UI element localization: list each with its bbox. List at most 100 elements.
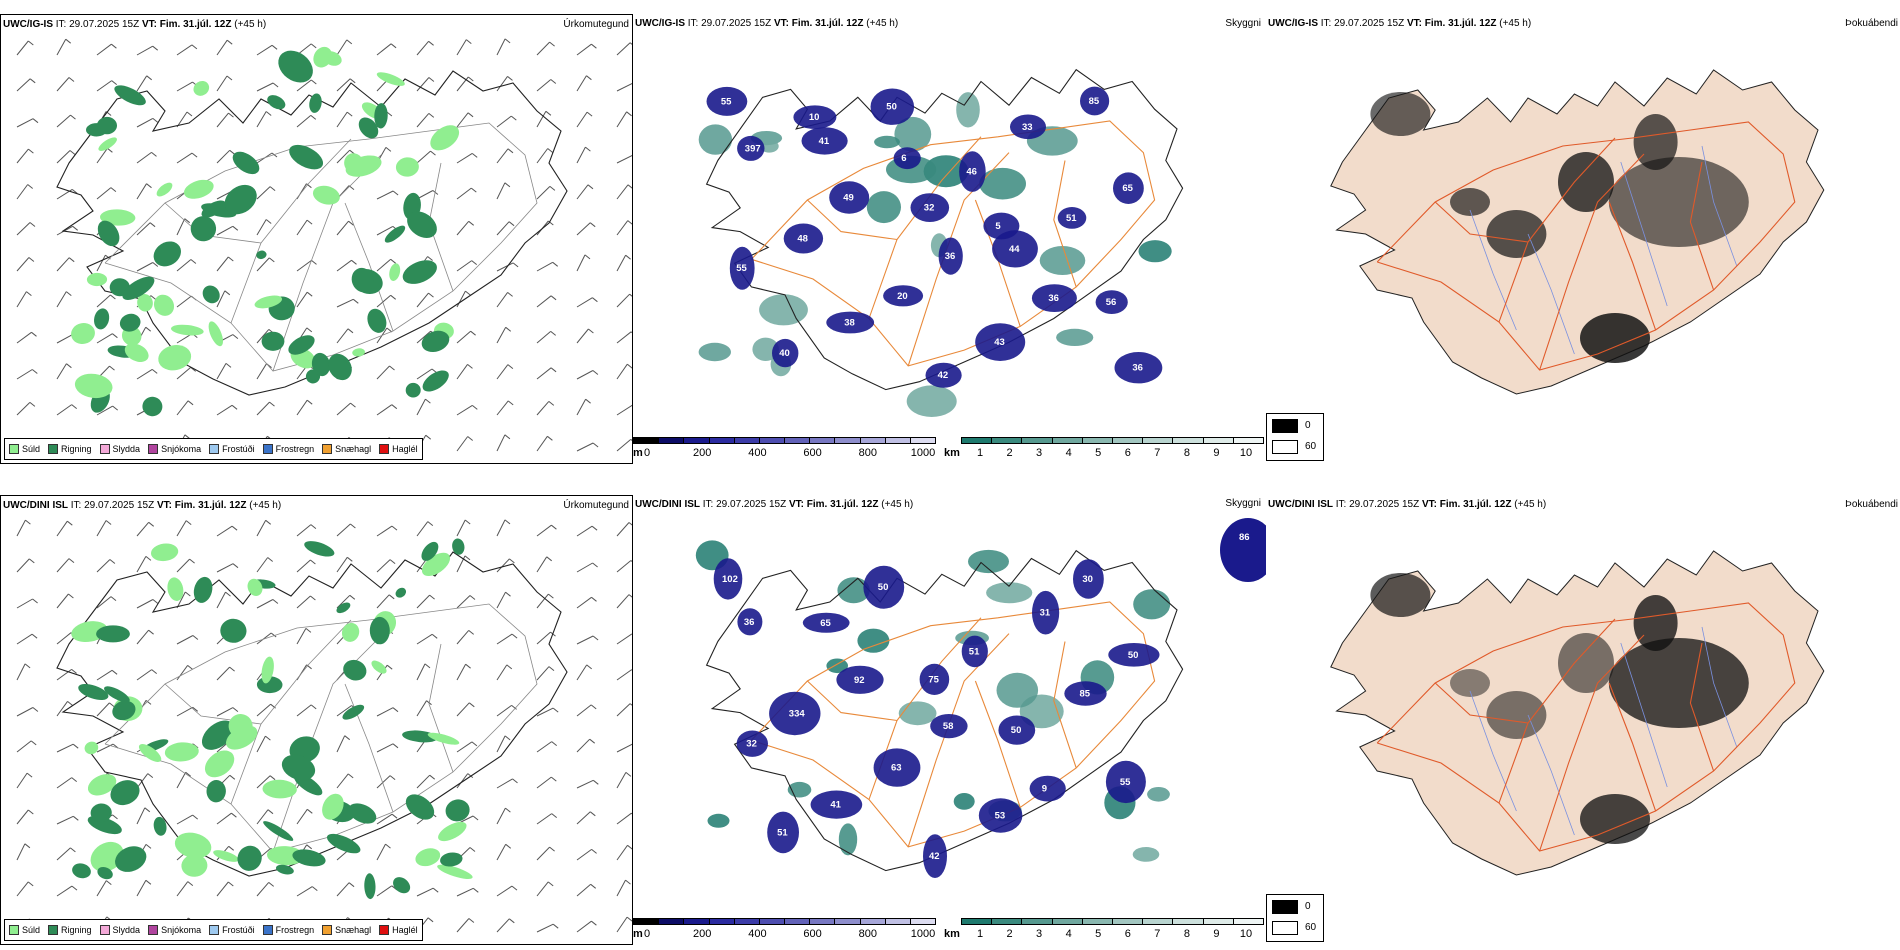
wind-barb-feather (232, 707, 239, 712)
wind-barb-feather (28, 257, 35, 262)
wind-barb (536, 631, 551, 645)
wind-barb (256, 703, 271, 717)
rain-area (213, 850, 239, 862)
wind-barb (96, 294, 111, 308)
wind-barb (216, 812, 232, 825)
fog-areas (1370, 92, 1749, 363)
wind-barb (56, 257, 70, 272)
wind-barb-feather (591, 849, 597, 854)
wind-barb-feather (589, 738, 596, 744)
wind-barb-feather (148, 629, 154, 635)
cloud-base-value: 102 (722, 574, 738, 585)
wind-barb (216, 39, 228, 56)
wind-barb (56, 701, 68, 717)
wind-barb (616, 82, 632, 92)
wind-barb (616, 560, 632, 573)
colorbar-tick: 800 (858, 928, 877, 940)
wind-barb-feather (351, 259, 357, 265)
wind-barb-feather (630, 560, 632, 563)
precip-legend: Súld Rigning Slydda Snjókoma Frostúði Frostre… (4, 438, 423, 460)
wind-barb-feather (229, 149, 236, 155)
wind-barb-feather (306, 327, 313, 333)
wind-barb (536, 186, 551, 200)
rain-area (402, 260, 437, 284)
wind-barb-feather (468, 220, 475, 226)
wind-barb-feather (71, 777, 78, 782)
wind-barb (16, 772, 28, 789)
wind-barb-feather (32, 118, 39, 124)
wind-barb-feather (184, 218, 191, 224)
colorbar-tick: 4 (1065, 447, 1072, 459)
cloud-base-value: 51 (969, 646, 980, 657)
wind-barb-feather (551, 524, 557, 530)
wind-barb (56, 291, 67, 308)
road (272, 154, 382, 372)
wind-barb (256, 520, 267, 537)
wind-barb-feather (145, 844, 152, 849)
wind-barb-feather (271, 44, 278, 50)
wind-barb-feather (627, 844, 632, 850)
color-step (709, 438, 735, 443)
wind-barb (416, 292, 429, 308)
wind-barb (136, 773, 149, 789)
wind-barb-feather (505, 843, 512, 849)
rain-area (275, 864, 294, 875)
rain-areas (71, 538, 473, 900)
wind-barb-feather (591, 920, 597, 926)
wind-barb (176, 44, 193, 56)
visibility-area (953, 793, 975, 810)
color-step (734, 438, 760, 443)
cloud-base-area (1105, 760, 1146, 804)
cloud-base-area (826, 311, 875, 334)
road (1498, 618, 1616, 804)
color-step (962, 919, 993, 924)
wind-barb-feather (504, 519, 511, 525)
cloud-base-value: 50 (886, 102, 897, 113)
wind-barb (216, 363, 227, 380)
wind-barb (576, 779, 594, 789)
wind-barb (576, 883, 592, 897)
wind-barb (416, 113, 430, 128)
wind-barb-feather (512, 778, 518, 784)
wind-barb-feather (427, 256, 433, 261)
wind-barb-feather (626, 916, 632, 922)
wind-barb (376, 365, 390, 380)
color-step (1143, 919, 1174, 924)
wind-barb-feather (105, 520, 112, 525)
wind-barb-feather (31, 331, 37, 337)
wind-barb (496, 364, 509, 380)
rain-area (104, 686, 130, 703)
wind-barb-feather (550, 295, 557, 301)
wind-barb-feather (270, 632, 277, 638)
wind-barb-feather (464, 519, 471, 525)
wind-barb-feather (471, 153, 478, 158)
wind-barb (536, 846, 550, 861)
wind-barb (376, 225, 394, 236)
fog-label-60: 60 (1305, 922, 1317, 933)
wind-barb (256, 809, 269, 825)
colorbar-tick: 5 (1095, 928, 1102, 940)
wind-barb-feather (507, 148, 514, 154)
wind-barb (576, 297, 593, 308)
precip-legend-item: Rigning (48, 925, 92, 935)
rain-area (427, 732, 460, 745)
wind-barb-feather (427, 521, 434, 526)
legend-swatch (322, 444, 333, 454)
wind-barb (496, 519, 506, 537)
wind-barb (216, 525, 233, 537)
wind-barb (536, 881, 549, 897)
cloud-base-area (829, 181, 870, 214)
wind-barb (456, 630, 470, 645)
wind-barb-feather (26, 772, 33, 778)
wind-barb-feather (232, 563, 239, 569)
wind-barb (336, 882, 350, 897)
wind-barb (576, 525, 593, 537)
rain-area (190, 216, 217, 242)
rain-area (343, 659, 367, 681)
legend-label: Frostregn (275, 925, 315, 935)
wind-barb (256, 44, 273, 56)
visibility-area (837, 577, 870, 604)
road (1053, 160, 1077, 288)
road (807, 680, 898, 722)
wind-barb (296, 886, 313, 897)
